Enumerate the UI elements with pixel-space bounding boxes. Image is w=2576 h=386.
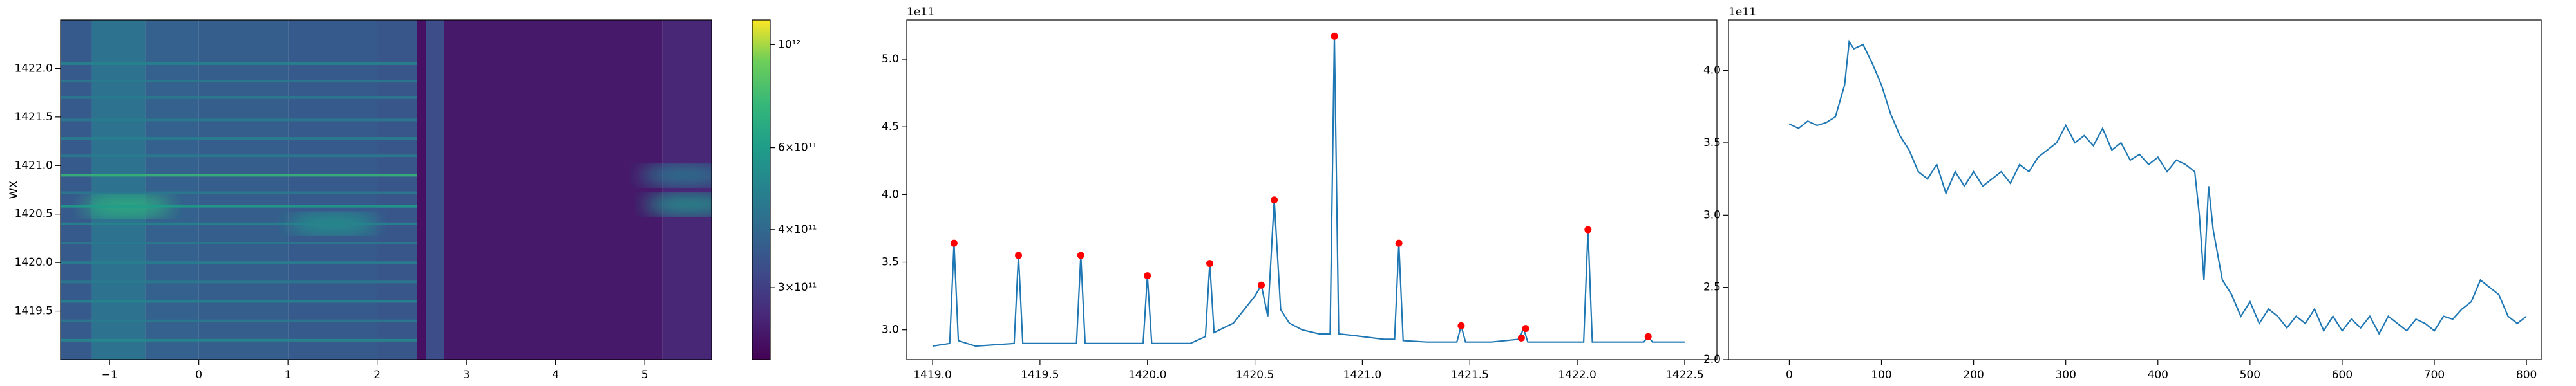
y-tick-label: 1422.0 <box>15 62 53 75</box>
x-tick-label: 1422.5 <box>1665 369 1703 381</box>
heatmap-hotspot <box>644 194 712 215</box>
peak-marker <box>1522 325 1530 333</box>
x-tick-label: 1420.5 <box>1236 369 1274 381</box>
x-tick-label: 1 <box>285 369 292 381</box>
x-tick-label: 1421.0 <box>1343 369 1381 381</box>
y-tick-label: 2.5 <box>1703 281 1721 294</box>
heatmap-row-line <box>61 319 417 322</box>
y-tick-label: 4.5 <box>882 120 899 133</box>
heatmap-column <box>61 20 92 360</box>
x-tick-label: 1421.5 <box>1451 369 1489 381</box>
peak-marker <box>1077 252 1084 259</box>
peak-marker <box>1457 322 1465 329</box>
heatmap-row-line <box>61 137 417 140</box>
x-tick-label: 5 <box>641 369 649 381</box>
x-tick-label: 700 <box>2424 369 2445 381</box>
colorbar-tick-label: 4×10¹¹ <box>778 223 817 236</box>
y-tick-label: 3.5 <box>882 256 899 269</box>
y-tick-label: 1420.0 <box>15 256 53 269</box>
heatmap-column <box>662 20 712 360</box>
heatmap-row-line <box>61 261 417 264</box>
offset-text: 1e11 <box>907 6 934 19</box>
peak-marker <box>1517 334 1525 342</box>
offset-text: 1e11 <box>1728 6 1756 19</box>
y-tick-label: 1421.0 <box>15 159 53 172</box>
peak-marker <box>1206 260 1213 268</box>
heatmap-row-line <box>61 241 417 244</box>
heatmap-column <box>417 20 426 360</box>
data-line <box>1788 39 2527 335</box>
heatmap-row-line <box>61 280 417 284</box>
heatmap-hotspot <box>639 165 712 186</box>
x-tick-label: 4 <box>552 369 559 381</box>
heatmap-image <box>61 20 712 360</box>
peak-marker <box>1331 32 1338 40</box>
heatmap-row-line <box>61 222 417 225</box>
heatmap-row-line <box>61 205 417 208</box>
peak-marker <box>1258 281 1265 289</box>
x-tick-label: 300 <box>2055 369 2076 381</box>
x-tick-label: 200 <box>1963 369 1984 381</box>
y-tick-label: 5.0 <box>882 53 899 66</box>
heatmap-row-line <box>61 300 417 303</box>
data-line <box>932 36 1685 347</box>
x-tick-label: 400 <box>2148 369 2168 381</box>
heatmap-column <box>426 20 444 360</box>
y-tick-label: 1419.5 <box>15 305 53 318</box>
heatmap-column <box>288 20 377 360</box>
heatmap-column <box>444 20 663 360</box>
x-tick-label: 1419.0 <box>913 369 951 381</box>
colorbar <box>752 19 771 360</box>
colorbar-tick-label: 10¹² <box>778 38 800 51</box>
x-tick-label: 0 <box>195 369 202 381</box>
heatmap-column <box>198 20 289 360</box>
axes-frame <box>60 19 712 360</box>
heatmap-row-line <box>61 174 417 177</box>
peak-marker <box>1644 333 1652 340</box>
y-tick-label: 2.0 <box>1703 353 1721 366</box>
y-tick-label: 1420.5 <box>15 208 53 221</box>
x-tick-label: 800 <box>2516 369 2537 381</box>
x-tick-label: 2 <box>374 369 381 381</box>
peak-marker <box>950 239 958 247</box>
heatmap-column <box>145 20 199 360</box>
y-axis-label: WX <box>8 180 21 199</box>
peak-marker <box>1015 252 1023 259</box>
y-tick-label: 3.0 <box>882 324 899 336</box>
axes-frame <box>906 19 1718 360</box>
x-tick-label: 3 <box>463 369 470 381</box>
x-tick-label: 100 <box>1871 369 1891 381</box>
y-tick-label: 1421.5 <box>15 111 53 124</box>
heatmap-row-line <box>61 62 417 65</box>
peak-marker <box>1395 239 1403 247</box>
x-tick-label: 1420.0 <box>1128 369 1166 381</box>
heatmap-row-line <box>61 80 417 83</box>
y-tick-label: 4.0 <box>1703 64 1721 77</box>
heatmap-column <box>91 20 146 360</box>
heatmap-row-line <box>61 191 417 194</box>
heatmap-row-line <box>61 338 417 342</box>
x-tick-label: 0 <box>1786 369 1793 381</box>
colorbar-tick-label: 3×10¹¹ <box>778 281 817 294</box>
heatmap-column <box>377 20 417 360</box>
peak-marker <box>1144 272 1151 280</box>
heatmap-row-line <box>61 154 417 158</box>
peak-marker <box>1271 196 1278 204</box>
x-tick-label: −1 <box>102 369 118 381</box>
y-tick-label: 3.0 <box>1703 208 1721 221</box>
x-tick-label: 1422.0 <box>1558 369 1596 381</box>
x-tick-label: 600 <box>2332 369 2353 381</box>
peak-marker <box>1584 226 1592 234</box>
x-tick-label: 1419.5 <box>1021 369 1059 381</box>
heatmap-row-line <box>61 96 417 99</box>
x-tick-label: 500 <box>2240 369 2260 381</box>
y-tick-label: 4.0 <box>882 188 899 201</box>
colorbar-tick-label: 6×10¹¹ <box>778 142 817 154</box>
heatmap-row-line <box>61 118 417 122</box>
axes-frame <box>1728 19 2542 360</box>
y-tick-label: 3.5 <box>1703 136 1721 149</box>
